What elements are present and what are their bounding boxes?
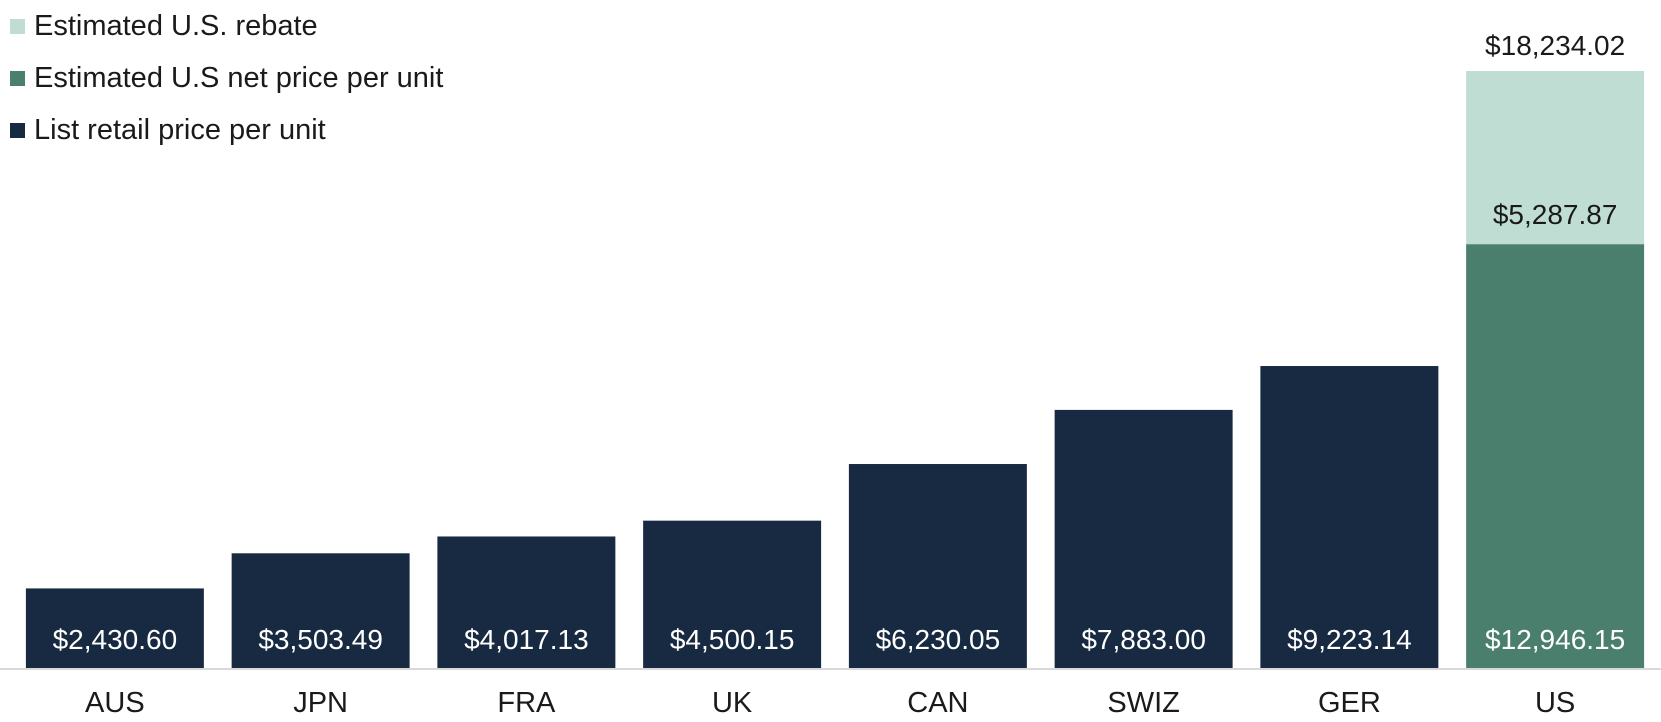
data-label-list-price-ger: $9,223.14 <box>1287 624 1412 655</box>
x-tick-label-fra: FRA <box>497 687 556 719</box>
bar-list-price-swiz <box>1054 409 1233 668</box>
legend-label-net-price: Estimated U.S net price per unit <box>34 61 444 94</box>
legend-swatch-rebate <box>10 18 25 34</box>
legend-item-list-price: List retail price per unit <box>10 104 443 156</box>
x-tick-label-uk: UK <box>712 687 753 719</box>
bar-list-price-jpn <box>231 553 410 668</box>
legend-swatch-net-price <box>10 70 25 86</box>
x-tick-label-aus: AUS <box>85 687 145 719</box>
data-label-list-price-jpn: $3,503.49 <box>258 624 383 655</box>
x-tick-label-swiz: SWIZ <box>1107 687 1180 719</box>
data-label-list-price-can: $6,230.05 <box>876 624 1001 655</box>
bar-rebate-us <box>1466 71 1645 245</box>
data-label-net-price-us: $12,946.15 <box>1485 624 1625 655</box>
data-label-rebate-us: $5,287.87 <box>1493 199 1618 230</box>
data-label-list-price-fra: $4,017.13 <box>464 624 589 655</box>
legend-item-rebate: Estimated U.S. rebate <box>10 0 443 52</box>
bar-list-price-can <box>848 464 1027 668</box>
legend-item-net-price: Estimated U.S net price per unit <box>10 52 443 104</box>
chart-legend: Estimated U.S. rebate Estimated U.S net … <box>10 0 443 156</box>
legend-label-list-price: List retail price per unit <box>34 113 326 146</box>
data-label-list-price-aus: $2,430.60 <box>53 624 178 655</box>
bar-net-price-us <box>1466 244 1645 669</box>
x-tick-label-jpn: JPN <box>293 687 348 719</box>
bar-list-price-aus <box>25 588 204 668</box>
bar-list-price-fra <box>437 536 616 668</box>
data-label-list-price-uk: $4,500.15 <box>670 624 795 655</box>
legend-label-rebate: Estimated U.S. rebate <box>34 9 318 42</box>
x-tick-label-us: US <box>1535 687 1575 719</box>
x-tick-label-can: CAN <box>907 687 968 719</box>
bar-list-price-uk <box>643 520 822 668</box>
legend-swatch-list-price <box>10 122 25 138</box>
bar-list-price-ger <box>1260 366 1439 668</box>
data-label-list-price-swiz: $7,883.00 <box>1081 624 1206 655</box>
total-label-us: $18,234.02 <box>1485 30 1625 61</box>
x-tick-label-ger: GER <box>1318 687 1381 719</box>
